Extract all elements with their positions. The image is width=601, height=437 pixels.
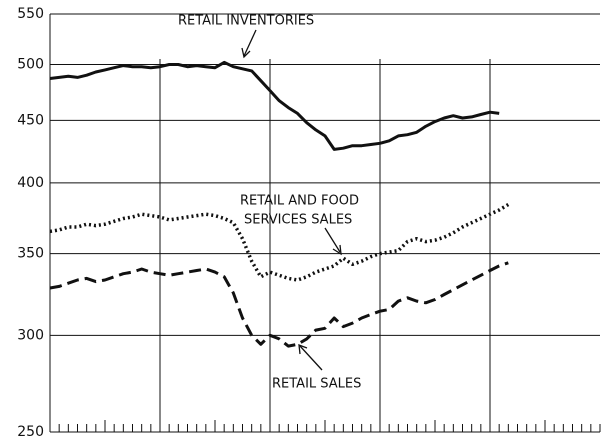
annotation: SERVICES SALES xyxy=(244,213,352,228)
annotation: RETAIL INVENTORIES xyxy=(178,14,314,29)
y-tick-label: 300 xyxy=(17,327,44,343)
arrows xyxy=(241,29,342,371)
y-tick-label: 400 xyxy=(17,175,44,191)
y-tick-label: 550 xyxy=(17,6,44,22)
series-line xyxy=(49,60,500,151)
y-tick-label: 250 xyxy=(17,424,44,437)
y-tick-label: 350 xyxy=(17,246,44,262)
annotation: RETAIL SALES xyxy=(272,377,361,392)
series-line xyxy=(49,261,509,348)
annotation: RETAIL AND FOOD xyxy=(240,194,359,209)
y-tick-label: 450 xyxy=(17,112,44,128)
y-tick-label: 500 xyxy=(17,57,44,73)
